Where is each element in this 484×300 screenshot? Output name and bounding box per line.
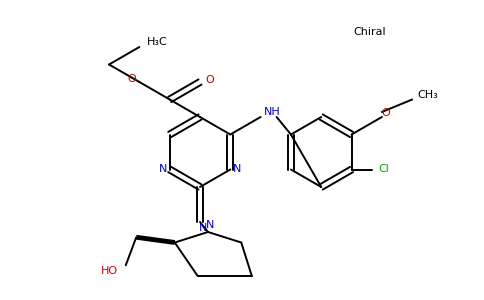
Text: O: O [381,108,390,118]
Text: N: N [158,164,167,175]
Text: Cl: Cl [378,164,390,175]
Text: Chiral: Chiral [354,27,386,37]
Text: H₃C: H₃C [147,37,168,47]
Text: O: O [127,74,136,84]
Text: CH₃: CH₃ [418,91,439,100]
Text: N: N [199,223,207,233]
Text: HO: HO [101,266,118,276]
Text: N: N [206,220,214,230]
Text: N: N [233,164,242,175]
Text: NH: NH [264,107,281,117]
Text: O: O [206,75,214,85]
